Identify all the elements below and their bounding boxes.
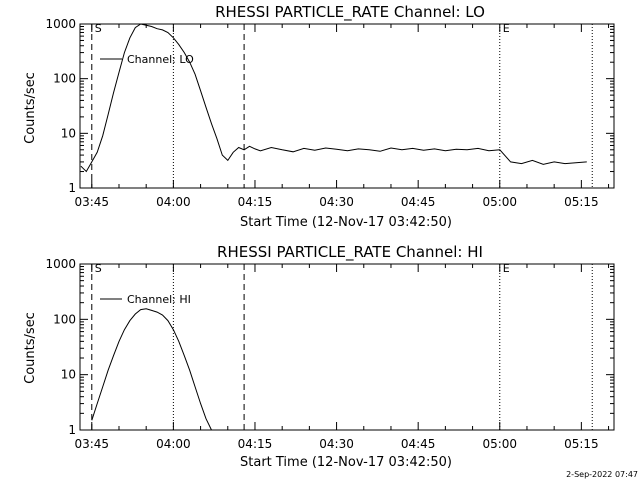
y-tick-label: 1 [68, 181, 76, 195]
chart-hi: RHESSI PARTICLE_RATE Channel: HI Counts/… [23, 243, 615, 470]
legend-label: Channel: LO [127, 53, 194, 66]
x-tick-label: 04:30 [319, 437, 354, 451]
x-tick-label: 04:00 [156, 437, 191, 451]
x-tick-label: 04:15 [238, 437, 273, 451]
x-axis-label: Start Time (12-Nov-17 03:42:50) [240, 455, 452, 470]
y-tick-label: 1 [68, 423, 76, 437]
x-tick-label: 05:15 [564, 437, 599, 451]
y-tick-label: 1000 [45, 257, 76, 271]
chart-lo: RHESSI PARTICLE_RATE Channel: LO Counts/… [23, 3, 615, 230]
time-marker-label: E [503, 22, 510, 35]
x-tick-label: 04:15 [238, 195, 273, 209]
plot-frame [79, 23, 615, 189]
chart-title: RHESSI PARTICLE_RATE Channel: HI [217, 243, 483, 262]
y-tick-label: 10 [61, 126, 76, 140]
y-tick-label: 100 [53, 72, 76, 86]
y-axis-label: Counts/sec [23, 72, 38, 144]
y-tick-label: 1000 [45, 17, 76, 31]
series-line [91, 308, 212, 431]
x-tick-label: 04:00 [156, 195, 191, 209]
plot-frame [79, 263, 615, 431]
x-tick-label: 04:45 [401, 437, 436, 451]
y-tick-label: 100 [53, 312, 76, 326]
x-tick-label: 04:30 [319, 195, 354, 209]
time-marker-label: S [95, 262, 102, 275]
x-tick-label: 05:00 [482, 195, 517, 209]
x-tick-label: 05:15 [564, 195, 599, 209]
timestamp: 2-Sep-2022 07:47 [566, 470, 638, 479]
x-tick-label: 03:45 [74, 437, 109, 451]
chart-title: RHESSI PARTICLE_RATE Channel: LO [215, 3, 485, 22]
y-tick-label: 10 [61, 368, 76, 382]
x-tick-label: 03:45 [74, 195, 109, 209]
legend-label: Channel: HI [127, 293, 191, 306]
x-axis-label: Start Time (12-Nov-17 03:42:50) [240, 215, 452, 230]
time-marker-label: E [503, 262, 510, 275]
y-axis-label: Counts/sec [23, 312, 38, 384]
series-line [80, 23, 587, 173]
time-marker-label: S [95, 22, 102, 35]
x-tick-label: 05:00 [482, 437, 517, 451]
x-tick-label: 04:45 [401, 195, 436, 209]
